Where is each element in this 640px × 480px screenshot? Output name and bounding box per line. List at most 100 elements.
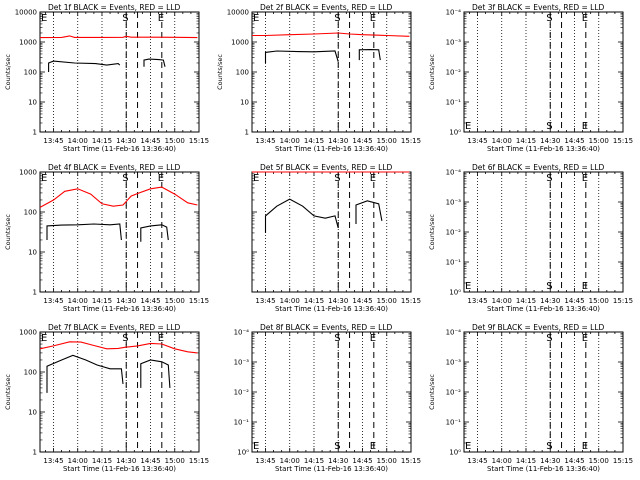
plot-frame	[39, 171, 200, 293]
x-tick-label: 14:30	[116, 137, 136, 145]
y-tick-label: 10⁻⁴	[446, 9, 462, 17]
x-tick-label: 14:00	[492, 137, 512, 145]
detector-panel-3: Det 3f BLACK = Events, RED = LLD 13:45 14:…	[428, 3, 633, 153]
y-tick-label: 10000	[15, 9, 37, 17]
panel-title: Det 6f BLACK = Events, RED = LLD	[472, 163, 605, 172]
event-rate-line	[140, 224, 169, 242]
x-tick-label: 15:00	[165, 137, 185, 145]
x-axis-label: Start Time (11-Feb-16 13:36:40)	[63, 465, 176, 473]
x-tick-label: 14:00	[68, 297, 88, 305]
plot-frame	[463, 171, 624, 293]
x-axis-label: Start Time (11-Feb-16 13:36:40)	[487, 145, 600, 153]
x-tick-label: 14:45	[564, 297, 584, 305]
y-tick-label: 100	[236, 69, 249, 77]
y-tick-label: 10⁰	[237, 449, 249, 457]
edge-marker-label: E	[465, 121, 471, 132]
event-marker-label-bottom: S	[546, 281, 552, 292]
y-tick-label: 10⁻²	[446, 389, 462, 397]
event-marker-label: S	[546, 13, 552, 24]
y-tick-label: 100	[24, 369, 37, 377]
detector-panel-6: Det 6f BLACK = Events, RED = LLD 13:45 14:…	[428, 163, 633, 313]
y-tick-label: 10⁻²	[234, 389, 250, 397]
event-marker-label: S	[122, 173, 128, 184]
x-tick-label: 14:00	[68, 457, 88, 465]
event-marker-label: E	[370, 13, 376, 24]
event-marker-label-bottom: E	[582, 121, 588, 132]
plot-frame	[251, 171, 412, 293]
x-tick-label: 15:15	[401, 137, 421, 145]
lld-rate-line	[39, 35, 198, 39]
x-tick-label: 14:30	[328, 457, 348, 465]
x-tick-label: 13:45	[467, 457, 487, 465]
detector-panel-8: Det 8f BLACK = Events, RED = LLD 13:45 14:…	[234, 323, 422, 473]
edge-marker-label: E	[41, 333, 47, 344]
x-tick-label: 14:00	[68, 137, 88, 145]
x-tick-label: 14:45	[352, 137, 372, 145]
panel-title: Det 7f BLACK = Events, RED = LLD	[48, 323, 181, 332]
x-tick-label: 13:45	[467, 297, 487, 305]
edge-marker-label: E	[465, 441, 471, 452]
x-tick-label: 14:45	[140, 137, 160, 145]
y-axis-label: Counts/sec	[4, 54, 12, 90]
x-tick-label: 15:00	[589, 137, 609, 145]
y-tick-label: 10⁻²	[446, 229, 462, 237]
x-tick-label: 14:45	[140, 457, 160, 465]
event-rate-line	[264, 198, 339, 233]
edge-marker-label: E	[41, 173, 47, 184]
panel-title: Det 8f BLACK = Events, RED = LLD	[260, 323, 393, 332]
y-tick-label: 1000	[19, 329, 37, 337]
event-marker-label-bottom: S	[546, 441, 552, 452]
y-tick-label: 1000	[231, 39, 249, 47]
y-tick-label: 10⁻¹	[446, 99, 462, 107]
detector-panel-9: Det 9f BLACK = Events, RED = LLD 13:45 14:…	[428, 323, 633, 473]
y-tick-label: 10	[28, 409, 37, 417]
y-tick-label: 10⁻³	[446, 39, 462, 47]
plot-frame	[39, 331, 200, 453]
x-tick-label: 15:00	[377, 137, 397, 145]
y-tick-label: 10	[240, 99, 249, 107]
x-tick-label: 15:15	[189, 137, 209, 145]
event-marker-label: E	[158, 333, 164, 344]
y-axis-label: Counts/sec	[4, 214, 12, 250]
x-tick-label: 13:45	[43, 457, 63, 465]
x-tick-label: 14:45	[140, 297, 160, 305]
y-axis-label: Counts/sec	[428, 374, 436, 410]
event-marker-label: E	[158, 173, 164, 184]
y-tick-label: 10⁻⁴	[446, 329, 462, 337]
event-marker-label-bottom: E	[582, 441, 588, 452]
panel-title: Det 1f BLACK = Events, RED = LLD	[48, 3, 181, 12]
x-tick-label: 14:45	[564, 137, 584, 145]
panel-title: Det 2f BLACK = Events, RED = LLD	[260, 3, 393, 12]
event-marker-label: E	[158, 13, 164, 24]
event-rate-line	[46, 354, 124, 393]
detector-panel-7: Det 7f BLACK = Events, RED = LLD 13:45 14:…	[4, 323, 209, 473]
x-tick-label: 15:15	[613, 297, 633, 305]
panel-title: Det 5f BLACK = Events, RED = LLD	[260, 163, 393, 172]
x-axis-label: Start Time (11-Feb-16 13:36:40)	[275, 465, 388, 473]
x-axis-label: Start Time (11-Feb-16 13:36:40)	[63, 145, 176, 153]
x-tick-label: 13:45	[43, 137, 63, 145]
y-tick-label: 1	[33, 289, 37, 297]
event-rate-line	[48, 60, 121, 72]
x-tick-label: 14:15	[92, 137, 112, 145]
lld-rate-line	[252, 32, 410, 37]
edge-marker-label: E	[253, 13, 259, 24]
event-rate-line	[143, 58, 166, 67]
event-rate-line	[264, 50, 339, 63]
x-tick-label: 14:30	[540, 457, 560, 465]
x-tick-label: 15:15	[613, 457, 633, 465]
x-tick-label: 13:45	[255, 297, 275, 305]
edge-marker-label: E	[253, 441, 259, 452]
x-tick-label: 13:45	[467, 137, 487, 145]
x-tick-label: 13:45	[43, 297, 63, 305]
x-tick-label: 14:30	[328, 297, 348, 305]
x-tick-label: 14:45	[352, 457, 372, 465]
panel-title: Det 4f BLACK = Events, RED = LLD	[48, 163, 181, 172]
y-tick-label: 10⁻¹	[234, 419, 250, 427]
y-tick-label: 1	[33, 449, 37, 457]
x-tick-label: 15:00	[589, 457, 609, 465]
x-axis-label: Start Time (11-Feb-16 13:36:40)	[487, 465, 600, 473]
x-tick-label: 14:00	[492, 297, 512, 305]
event-rate-line	[358, 49, 381, 61]
